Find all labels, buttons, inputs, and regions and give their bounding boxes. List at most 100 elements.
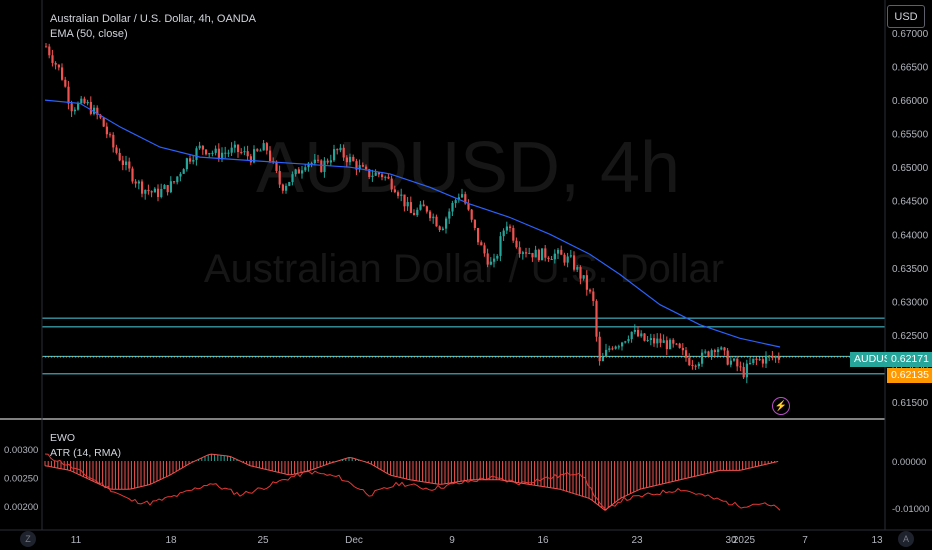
indicator-left-axis-label: 0.00300 <box>4 445 38 456</box>
candle-body <box>381 174 384 178</box>
candle-body <box>217 148 220 158</box>
currency-button[interactable]: USD <box>887 5 925 28</box>
candle-body <box>656 338 659 344</box>
candle-body <box>291 174 294 183</box>
chart-title[interactable]: Australian Dollar / U.S. Dollar, 4h, OAN… <box>50 13 257 25</box>
candle-body <box>617 346 620 348</box>
candle-body <box>147 189 150 192</box>
candle-body <box>678 343 681 348</box>
candle-body <box>550 258 553 260</box>
candle-body <box>67 86 70 104</box>
candle-body <box>125 161 128 166</box>
candle-body <box>150 191 153 193</box>
zone-box[interactable] <box>42 355 885 375</box>
candle-body <box>448 211 451 219</box>
atr-legend[interactable]: ATR (14, RMA) <box>50 447 121 459</box>
candle-body <box>192 159 195 162</box>
candle-body <box>109 134 112 136</box>
candle-body <box>470 209 473 220</box>
candlestick-series[interactable] <box>45 43 780 384</box>
candle-body <box>477 227 480 243</box>
candle-body <box>371 175 374 177</box>
zoom-reset-icon[interactable]: Z <box>20 531 36 547</box>
candle-body <box>214 148 217 153</box>
candle-body <box>733 358 736 361</box>
ema-legend[interactable]: EMA (50, close) <box>50 28 128 40</box>
candle-body <box>400 194 403 196</box>
candle-body <box>221 152 224 158</box>
atr-line[interactable] <box>44 453 781 511</box>
candle-body <box>198 145 201 149</box>
candle-body <box>336 149 339 151</box>
candle-body <box>86 101 89 104</box>
candle-body <box>761 359 764 364</box>
support-resistance-zones[interactable] <box>42 317 885 375</box>
candle-body <box>534 249 537 258</box>
lightning-icon[interactable]: ⚡ <box>772 397 790 415</box>
candle-body <box>515 240 518 248</box>
candle-body <box>355 161 358 170</box>
last-price-tag: 0.62171 <box>887 352 932 367</box>
candle-body <box>749 363 752 365</box>
candle-body <box>525 252 528 254</box>
candle-body <box>358 165 361 170</box>
time-axis-label: 18 <box>165 535 177 546</box>
ewo-legend[interactable]: EWO <box>50 432 76 444</box>
candle-body <box>569 255 572 257</box>
candle-body <box>339 147 342 151</box>
candle-body <box>173 181 176 183</box>
candle-body <box>246 151 249 157</box>
candle-body <box>240 152 243 154</box>
candle-body <box>361 165 364 167</box>
candle-body <box>285 185 288 191</box>
price-axis-label: 0.64500 <box>892 197 929 208</box>
candle-body <box>45 46 48 48</box>
candle-body <box>665 340 668 350</box>
candle-body <box>153 188 156 193</box>
candle-body <box>611 348 614 350</box>
candle-body <box>307 163 310 168</box>
candle-body <box>281 184 284 191</box>
candle-body <box>406 202 409 207</box>
candle-body <box>457 197 460 201</box>
indicator-axes[interactable]: 0.00300 0.00250 0.00200 0.00000 -0.01000 <box>4 445 930 515</box>
ema-line[interactable] <box>44 99 781 348</box>
candle-body <box>51 55 54 63</box>
candle-body <box>505 226 508 231</box>
candle-body <box>329 160 332 163</box>
auto-scale-icon[interactable]: A <box>898 531 914 547</box>
candle-body <box>83 98 86 104</box>
candle-body <box>742 366 745 378</box>
candle-body <box>313 159 316 164</box>
ewo-histogram[interactable] <box>44 454 779 511</box>
candle-body <box>557 249 560 254</box>
watermark-symbol: AUDUSD, 4h <box>256 128 680 208</box>
candle-body <box>422 204 425 207</box>
candle-body <box>496 255 499 259</box>
candle-body <box>195 148 198 160</box>
candle-body <box>435 216 438 227</box>
time-axis-label: 2025 <box>733 535 756 546</box>
candle-body <box>461 194 464 198</box>
candle-body <box>489 261 492 265</box>
candle-body <box>480 242 483 246</box>
candle-body <box>697 363 700 367</box>
candle-body <box>160 189 163 198</box>
zone-box[interactable] <box>42 317 885 328</box>
ewo-signal-line[interactable] <box>44 453 778 511</box>
candle-body <box>73 109 76 112</box>
candle-body <box>163 185 166 190</box>
candle-body <box>624 341 627 343</box>
candle-body <box>102 117 105 127</box>
candle-body <box>432 216 435 219</box>
candle-body <box>89 101 92 114</box>
candle-body <box>576 267 579 270</box>
candle-body <box>717 349 720 353</box>
candle-body <box>595 301 598 337</box>
price-axis-label: 0.65500 <box>892 130 929 141</box>
candle-body <box>317 159 320 161</box>
candle-body <box>499 236 502 256</box>
candle-body <box>243 151 246 153</box>
